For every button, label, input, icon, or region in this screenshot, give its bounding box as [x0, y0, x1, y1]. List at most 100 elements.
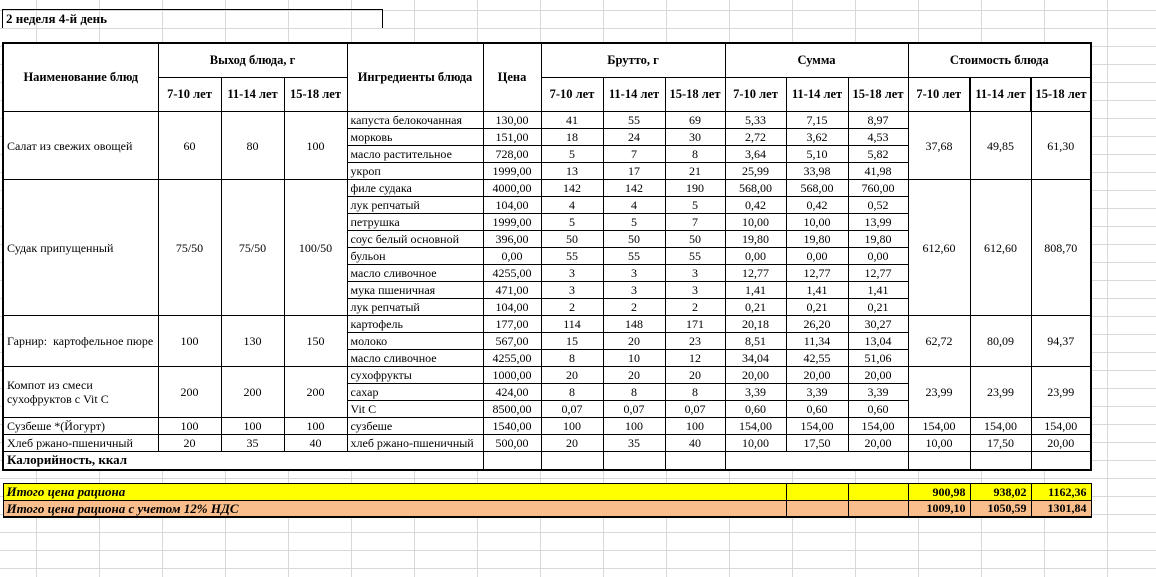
header-sum-age-3[interactable]: 15-18 лет: [847, 76, 909, 112]
gross-cell-age-2[interactable]: 2: [602, 297, 666, 316]
sum-cell-age-2[interactable]: 12,77: [785, 263, 849, 282]
gross-cell-age-3[interactable]: 100: [664, 416, 726, 435]
sum-cell-age-3[interactable]: 5,82: [847, 144, 909, 163]
sum-cell-age-1[interactable]: 1,41: [724, 280, 787, 299]
gross-cell-age-2[interactable]: 24: [602, 127, 666, 146]
dish-output-cell-age-3[interactable]: 40: [283, 433, 348, 452]
calories-empty-cell[interactable]: [907, 450, 971, 471]
dish-output-cell-age-1[interactable]: 200: [157, 365, 222, 418]
ingredient-price-cell[interactable]: 396,00: [482, 229, 542, 248]
gross-cell-age-1[interactable]: 55: [540, 246, 604, 265]
gross-cell-age-3[interactable]: 8: [664, 382, 726, 401]
sum-cell-age-3[interactable]: 0,60: [847, 399, 909, 418]
dish-name-cell[interactable]: Хлеб ржано-пшеничный: [2, 433, 159, 452]
gross-cell-age-3[interactable]: 23: [664, 331, 726, 350]
sum-cell-age-3[interactable]: 0,00: [847, 246, 909, 265]
sum-cell-age-1[interactable]: 0,00: [724, 246, 787, 265]
gross-cell-age-2[interactable]: 55: [602, 110, 666, 129]
ingredient-name-cell[interactable]: лук репчатый: [346, 297, 484, 316]
gross-cell-age-1[interactable]: 20: [540, 433, 604, 452]
sum-cell-age-2[interactable]: 17,50: [785, 433, 849, 452]
spacer-cell[interactable]: [3, 470, 1091, 483]
gross-cell-age-2[interactable]: 8: [602, 382, 666, 401]
ingredient-name-cell[interactable]: укроп: [346, 161, 484, 180]
gross-cell-age-2[interactable]: 100: [602, 416, 666, 435]
header-ingredients[interactable]: Ингредиенты блюда: [346, 42, 484, 112]
sum-cell-age-3[interactable]: 154,00: [847, 416, 909, 435]
gross-cell-age-3[interactable]: 21: [664, 161, 726, 180]
ingredient-name-cell[interactable]: морковь: [346, 127, 484, 146]
dish-cost-cell-age-3[interactable]: 61,30: [1030, 110, 1092, 180]
sum-cell-age-1[interactable]: 154,00: [724, 416, 787, 435]
total-net-value-3[interactable]: 1162,36: [1030, 482, 1092, 501]
sum-cell-age-1[interactable]: 20,18: [724, 314, 787, 333]
ingredient-price-cell[interactable]: 567,00: [482, 331, 542, 350]
ingredient-name-cell[interactable]: масло сливочное: [346, 263, 484, 282]
ingredient-name-cell[interactable]: сузбеше: [346, 416, 484, 435]
dish-cost-cell-age-1[interactable]: 612,60: [907, 178, 971, 316]
header-output-age-3[interactable]: 15-18 лет: [283, 76, 348, 112]
calories-empty-cell[interactable]: [724, 450, 909, 471]
gross-cell-age-1[interactable]: 3: [540, 263, 604, 282]
gross-cell-age-2[interactable]: 3: [602, 280, 666, 299]
sum-cell-age-2[interactable]: 10,00: [785, 212, 849, 231]
sum-cell-age-3[interactable]: 13,99: [847, 212, 909, 231]
sum-cell-age-1[interactable]: 2,72: [724, 127, 787, 146]
gross-cell-age-3[interactable]: 171: [664, 314, 726, 333]
sum-cell-age-2[interactable]: 3,62: [785, 127, 849, 146]
total-vat-value-2[interactable]: 1050,59: [969, 499, 1032, 518]
sum-cell-age-3[interactable]: 41,98: [847, 161, 909, 180]
dish-cost-cell-age-2[interactable]: 23,99: [969, 365, 1032, 418]
dish-cost-cell-age-2[interactable]: 80,09: [969, 314, 1032, 367]
total-net-value-2[interactable]: 938,02: [969, 482, 1032, 501]
sum-cell-age-1[interactable]: 0,42: [724, 195, 787, 214]
gross-cell-age-1[interactable]: 8: [540, 382, 604, 401]
gross-cell-age-3[interactable]: 7: [664, 212, 726, 231]
gross-cell-age-2[interactable]: 17: [602, 161, 666, 180]
header-dish-name[interactable]: Наименование блюд: [2, 42, 159, 112]
gross-cell-age-1[interactable]: 8: [540, 348, 604, 367]
sum-cell-age-1[interactable]: 3,64: [724, 144, 787, 163]
gross-cell-age-3[interactable]: 40: [664, 433, 726, 452]
gross-cell-age-1[interactable]: 50: [540, 229, 604, 248]
dish-output-cell-age-3[interactable]: 100: [283, 110, 348, 180]
gross-cell-age-1[interactable]: 20: [540, 365, 604, 384]
sum-cell-age-1[interactable]: 10,00: [724, 433, 787, 452]
gross-cell-age-2[interactable]: 142: [602, 178, 666, 197]
ingredient-name-cell[interactable]: лук репчатый: [346, 195, 484, 214]
sum-cell-age-2[interactable]: 3,39: [785, 382, 849, 401]
sum-cell-age-3[interactable]: 20,00: [847, 433, 909, 452]
sum-cell-age-3[interactable]: 0,52: [847, 195, 909, 214]
sum-cell-age-3[interactable]: 760,00: [847, 178, 909, 197]
sum-cell-age-1[interactable]: 10,00: [724, 212, 787, 231]
dish-cost-cell-age-1[interactable]: 23,99: [907, 365, 971, 418]
dish-cost-cell-age-3[interactable]: 154,00: [1030, 416, 1092, 435]
header-gross-age-1[interactable]: 7-10 лет: [540, 76, 604, 112]
sum-cell-age-2[interactable]: 0,00: [785, 246, 849, 265]
dish-output-cell-age-1[interactable]: 20: [157, 433, 222, 452]
ingredient-price-cell[interactable]: 151,00: [482, 127, 542, 146]
dish-output-cell-age-2[interactable]: 75/50: [220, 178, 285, 316]
sum-cell-age-1[interactable]: 3,39: [724, 382, 787, 401]
gross-cell-age-2[interactable]: 5: [602, 212, 666, 231]
header-dish-cost[interactable]: Стоимость блюда: [907, 42, 1092, 78]
gross-cell-age-1[interactable]: 18: [540, 127, 604, 146]
gross-cell-age-2[interactable]: 20: [602, 331, 666, 350]
dish-cost-cell-age-2[interactable]: 17,50: [969, 433, 1032, 452]
sum-cell-age-2[interactable]: 0,42: [785, 195, 849, 214]
gross-cell-age-3[interactable]: 69: [664, 110, 726, 129]
gross-cell-age-2[interactable]: 10: [602, 348, 666, 367]
gross-cell-age-1[interactable]: 4: [540, 195, 604, 214]
dish-cost-cell-age-3[interactable]: 20,00: [1030, 433, 1092, 452]
ingredient-name-cell[interactable]: сухофрукты: [346, 365, 484, 384]
gross-cell-age-1[interactable]: 15: [540, 331, 604, 350]
ingredient-price-cell[interactable]: 4255,00: [482, 263, 542, 282]
header-cost-age-1[interactable]: 7-10 лет: [907, 76, 971, 112]
ingredient-price-cell[interactable]: 4000,00: [482, 178, 542, 197]
calories-label-cell[interactable]: Калорийность, ккал: [2, 450, 484, 471]
total-net-label-cell[interactable]: Итого цена рациона: [2, 482, 787, 501]
gross-cell-age-3[interactable]: 5: [664, 195, 726, 214]
gross-cell-age-3[interactable]: 3: [664, 263, 726, 282]
ingredient-price-cell[interactable]: 8500,00: [482, 399, 542, 418]
sum-cell-age-2[interactable]: 568,00: [785, 178, 849, 197]
